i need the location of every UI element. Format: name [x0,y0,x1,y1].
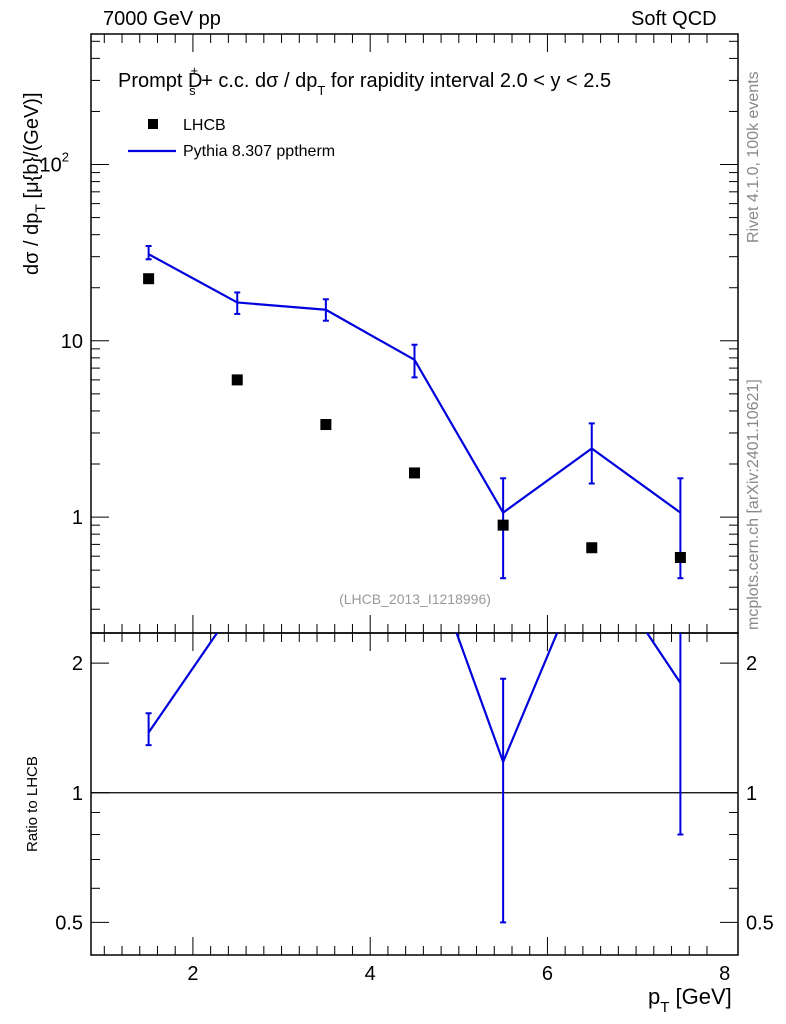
main-y-tick-label: 1 [72,507,83,529]
xlabel-b: [GeV] [669,984,731,1009]
plot-title: Prompt D+ s + c.c. dσ / dpT for rapidity … [118,63,611,98]
legend-marker-lhcb [148,119,158,129]
lhcb-data-point [409,467,420,479]
lhcb-data-point [231,374,243,386]
header-left-label: 7000 GeV pp [103,8,221,30]
lhcb-data-point [586,542,598,554]
header-right-label: Soft QCD [631,8,717,30]
x-axis-title: pT [GeV] [648,984,732,1016]
x-tick-label: 4 [365,963,376,985]
lhcb-data-point [320,419,332,431]
title-sub: s [189,83,196,98]
ratio-series-layer [91,633,738,924]
ratio-y-tick-label-right: 2 [746,653,757,675]
legend-label-pythia: Pythia 8.307 pptherm [183,143,335,160]
title-pre: Prompt D [118,70,202,92]
x-tick-label: 8 [719,963,730,985]
tick-base: 10 [40,155,62,177]
lhcb-data-point [143,273,155,285]
lhcb-data-point [674,551,686,563]
lhcb-data-point [497,519,509,531]
title-sub2: T [317,83,325,98]
title-post: for rapidity interval 2.0 < y < 2.5 [325,70,611,92]
ylabel-b: [μ{b}/(GeV)] [21,92,43,204]
x-tick-label: 2 [187,963,198,985]
ratio-y-tick-label-left: 1 [72,783,83,805]
main-y-axis-title: dσ / dpT [μ{b}/(GeV)] [21,92,48,275]
main-series-layer [143,244,686,580]
legend-label-lhcb: LHCB [183,117,226,134]
title-sup: + [190,63,198,78]
ratio-y-tick-label-right: 1 [746,783,757,805]
ratio-axis-ticks: 2 4 6 8 0.5 0.5 1 1 2 2 [55,633,774,985]
analysis-id-label: (LHCB_2013_I1218996) [339,591,491,607]
ylabel-a: dσ / dp [21,213,43,275]
ratio-y-tick-label-right: 0.5 [746,912,774,934]
xlabel-sub: T [660,999,669,1016]
main-y-tick-label: 102 [40,150,69,177]
main-y-tick-label: 10 [61,331,83,353]
xlabel-a: p [648,984,660,1009]
ratio-y-tick-label-left: 2 [72,653,83,675]
x-tick-label: 6 [542,963,553,985]
ylabel-sub: T [32,204,48,213]
ratio-plot-frame [90,632,739,956]
ratio-y-axis-title: Ratio to LHCB [24,756,41,852]
title-mid: + c.c. dσ / dp [196,70,318,92]
tick-exp: 2 [62,150,69,165]
ratio-y-tick-label-left: 0.5 [55,912,83,934]
